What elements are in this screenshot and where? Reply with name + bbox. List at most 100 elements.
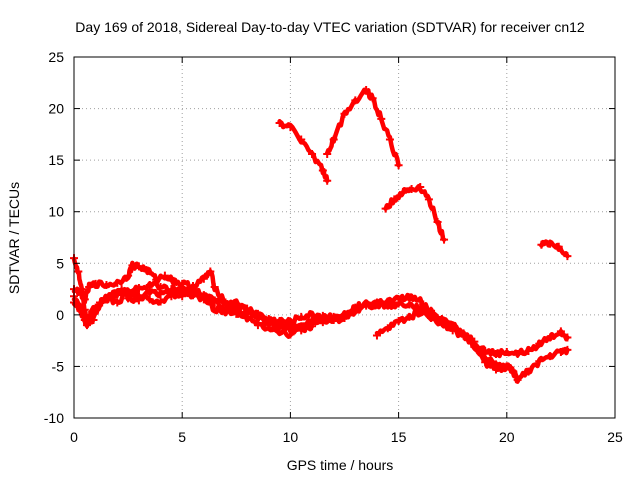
- data-point-marker: [124, 271, 133, 280]
- data-point-marker: [318, 166, 327, 175]
- data-point-marker: [308, 149, 317, 158]
- data-point-marker: [143, 266, 152, 275]
- grid-lines: [74, 57, 615, 418]
- data-point-marker: [394, 317, 403, 326]
- data-point-marker: [167, 292, 176, 301]
- data-point-marker: [210, 283, 219, 292]
- data-point-marker: [407, 185, 416, 194]
- data-point-marker: [535, 339, 544, 348]
- data-point-marker: [178, 284, 187, 293]
- data-point-marker: [95, 298, 104, 307]
- data-point-marker: [383, 297, 392, 306]
- data-point-marker: [481, 346, 490, 355]
- data-point-marker: [470, 342, 479, 351]
- data-point-marker: [308, 310, 317, 319]
- data-point-marker: [134, 262, 143, 271]
- data-point-marker: [340, 310, 349, 319]
- data-point-marker: [113, 278, 122, 287]
- data-point-marker: [323, 149, 332, 158]
- data-point-marker: [80, 295, 89, 304]
- series-track-9: [539, 239, 570, 259]
- data-point-marker: [556, 327, 565, 336]
- data-point-marker: [76, 288, 85, 297]
- data-point-marker: [232, 299, 241, 308]
- y-tick-label: 15: [48, 152, 64, 168]
- data-point-marker: [416, 307, 425, 316]
- data-point-marker: [199, 274, 208, 283]
- x-tick-label: 20: [499, 429, 515, 445]
- data-point-marker: [524, 367, 533, 376]
- data-point-marker: [368, 94, 377, 103]
- data-point-marker: [85, 283, 94, 292]
- data-point-marker: [554, 242, 563, 251]
- y-tick-label: -5: [52, 358, 65, 374]
- data-point-marker: [437, 316, 446, 325]
- axes: [73, 56, 616, 419]
- data-point-marker: [351, 305, 360, 314]
- data-point-marker: [448, 322, 457, 331]
- y-tick-label: 0: [56, 307, 64, 323]
- data-point-marker: [394, 295, 403, 304]
- data-point-marker: [546, 333, 555, 342]
- data-point-marker: [206, 267, 215, 276]
- data-point-marker: [113, 298, 122, 307]
- data-point-marker: [308, 322, 317, 331]
- data-point-marker: [85, 310, 94, 319]
- data-point-marker: [78, 308, 87, 317]
- data-point-marker: [556, 347, 565, 356]
- data-point-marker: [563, 345, 572, 354]
- data-point-marker: [286, 330, 295, 339]
- data-point-marker: [481, 358, 490, 367]
- data-point-marker: [117, 285, 126, 294]
- data-point-marker: [297, 324, 306, 333]
- data-point-marker: [405, 300, 414, 309]
- data-point-marker: [89, 316, 98, 325]
- plot-border: [73, 56, 616, 419]
- data-point-marker: [385, 135, 394, 144]
- x-tick-label: 15: [391, 429, 407, 445]
- data-point-marker: [383, 324, 392, 333]
- data-point-marker: [286, 320, 295, 329]
- data-point-marker: [424, 195, 433, 204]
- data-point-marker: [156, 290, 165, 299]
- tick-labels: 0 5 10 15 20 25 -10 -5 0 5 10 15 20 25: [44, 49, 623, 445]
- data-point-marker: [128, 261, 137, 270]
- data-point-marker: [351, 96, 360, 105]
- data-point-marker: [491, 350, 500, 359]
- data-point-marker: [74, 267, 83, 276]
- data-point-marker: [398, 188, 407, 197]
- x-tick-label: 0: [70, 429, 78, 445]
- data-point-marker: [318, 311, 327, 320]
- data-point-marker: [329, 312, 338, 321]
- data-point-marker: [362, 299, 371, 308]
- y-tick-label: 20: [48, 101, 64, 117]
- data-point-marker: [563, 252, 572, 261]
- data-point-marker: [275, 323, 284, 332]
- data-point-marker: [91, 279, 100, 288]
- y-tick-label: -10: [44, 410, 64, 426]
- data-point-marker: [160, 271, 169, 280]
- data-point-marker: [210, 296, 219, 305]
- data-point-marker: [329, 135, 338, 144]
- y-tick-label: 10: [48, 204, 64, 220]
- data-point-marker: [537, 240, 546, 249]
- chart-title: Day 169 of 2018, Sidereal Day-to-day VTE…: [75, 19, 585, 35]
- y-axis-label: SDTVAR / TECUs: [6, 182, 22, 294]
- data-point-marker: [390, 195, 399, 204]
- data-point-marker: [524, 346, 533, 355]
- data-point-marker: [82, 321, 91, 330]
- data-point-marker: [427, 310, 436, 319]
- data-point-marker: [286, 123, 295, 132]
- y-tick-label: 25: [48, 49, 64, 65]
- y-tick-label: 5: [56, 255, 64, 271]
- data-point-marker: [199, 291, 208, 300]
- data-point-marker: [459, 331, 468, 340]
- data-point-marker: [134, 291, 143, 300]
- data-point-marker: [145, 295, 154, 304]
- data-point-marker: [189, 286, 198, 295]
- data-point-marker: [440, 235, 449, 244]
- data-point-marker: [264, 323, 273, 332]
